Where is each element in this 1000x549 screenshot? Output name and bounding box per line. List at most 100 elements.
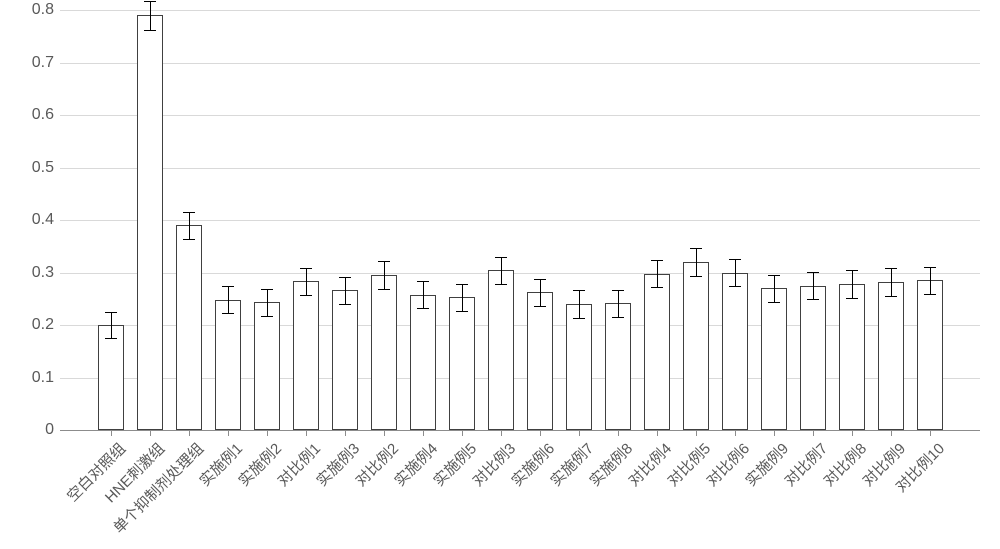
- error-cap: [885, 296, 897, 297]
- error-cap: [807, 299, 819, 300]
- x-tick: [150, 430, 151, 436]
- error-cap: [339, 277, 351, 278]
- x-tick: [111, 430, 112, 436]
- error-bar: [891, 268, 892, 295]
- error-cap: [924, 267, 936, 268]
- bar: [98, 325, 124, 430]
- error-bar: [852, 270, 853, 297]
- error-cap: [612, 290, 624, 291]
- x-tick: [267, 430, 268, 436]
- bar: [449, 297, 475, 430]
- error-cap: [534, 306, 546, 307]
- x-tick: [696, 430, 697, 436]
- bar: [410, 295, 436, 430]
- x-tick: [618, 430, 619, 436]
- gridline: [60, 115, 980, 116]
- x-tick: [306, 430, 307, 436]
- error-cap: [378, 289, 390, 290]
- bar: [722, 273, 748, 431]
- error-cap: [144, 30, 156, 31]
- bar: [371, 275, 397, 430]
- error-cap: [534, 279, 546, 280]
- error-bar: [228, 286, 229, 313]
- error-bar: [540, 279, 541, 306]
- error-cap: [222, 313, 234, 314]
- error-cap: [612, 317, 624, 318]
- error-cap: [144, 1, 156, 2]
- bar: [527, 292, 553, 430]
- bar: [488, 270, 514, 430]
- y-tick-label: 0: [4, 421, 54, 439]
- error-bar: [774, 275, 775, 302]
- error-cap: [105, 338, 117, 339]
- error-bar: [657, 260, 658, 287]
- error-cap: [456, 284, 468, 285]
- error-bar: [423, 281, 424, 308]
- bar-chart: 00.10.20.30.40.50.60.70.8空白对照组HNE刺激组单个抑制…: [0, 0, 1000, 549]
- error-bar: [111, 312, 112, 338]
- error-bar: [150, 1, 151, 30]
- y-tick-label: 0.2: [4, 316, 54, 334]
- bar: [137, 15, 163, 430]
- y-tick-label: 0.5: [4, 159, 54, 177]
- x-tick: [930, 430, 931, 436]
- error-cap: [846, 270, 858, 271]
- bar: [644, 274, 670, 430]
- x-tick: [657, 430, 658, 436]
- x-tick: [774, 430, 775, 436]
- bar: [332, 290, 358, 430]
- x-tick: [462, 430, 463, 436]
- bar: [800, 286, 826, 430]
- error-cap: [417, 308, 429, 309]
- error-bar: [735, 259, 736, 286]
- y-tick-label: 0.7: [4, 54, 54, 72]
- bar: [176, 225, 202, 430]
- error-bar: [267, 289, 268, 316]
- error-cap: [300, 295, 312, 296]
- bar: [878, 282, 904, 430]
- bar: [605, 303, 631, 430]
- x-tick: [189, 430, 190, 436]
- error-cap: [573, 290, 585, 291]
- error-bar: [189, 212, 190, 239]
- error-cap: [690, 276, 702, 277]
- error-cap: [573, 318, 585, 319]
- error-bar: [618, 290, 619, 317]
- x-tick: [423, 430, 424, 436]
- gridline: [60, 168, 980, 169]
- gridline: [60, 10, 980, 11]
- x-tick: [813, 430, 814, 436]
- bar: [566, 304, 592, 430]
- error-cap: [222, 286, 234, 287]
- error-cap: [339, 304, 351, 305]
- error-cap: [456, 311, 468, 312]
- error-bar: [501, 257, 502, 284]
- error-cap: [846, 298, 858, 299]
- x-axis: [60, 430, 980, 431]
- x-tick: [228, 430, 229, 436]
- error-bar: [306, 268, 307, 295]
- bar: [683, 262, 709, 430]
- bar: [293, 281, 319, 430]
- x-tick: [852, 430, 853, 436]
- error-cap: [729, 286, 741, 287]
- error-cap: [768, 302, 780, 303]
- y-tick-label: 0.6: [4, 106, 54, 124]
- error-cap: [690, 248, 702, 249]
- error-cap: [807, 272, 819, 273]
- bar: [839, 284, 865, 430]
- error-bar: [813, 272, 814, 299]
- error-bar: [696, 248, 697, 275]
- error-cap: [183, 239, 195, 240]
- error-bar: [384, 261, 385, 288]
- x-tick: [540, 430, 541, 436]
- error-bar: [579, 290, 580, 317]
- error-cap: [885, 268, 897, 269]
- x-tick: [579, 430, 580, 436]
- error-cap: [495, 284, 507, 285]
- error-cap: [105, 312, 117, 313]
- bar: [215, 300, 241, 430]
- error-cap: [651, 287, 663, 288]
- y-tick-label: 0.1: [4, 369, 54, 387]
- error-cap: [417, 281, 429, 282]
